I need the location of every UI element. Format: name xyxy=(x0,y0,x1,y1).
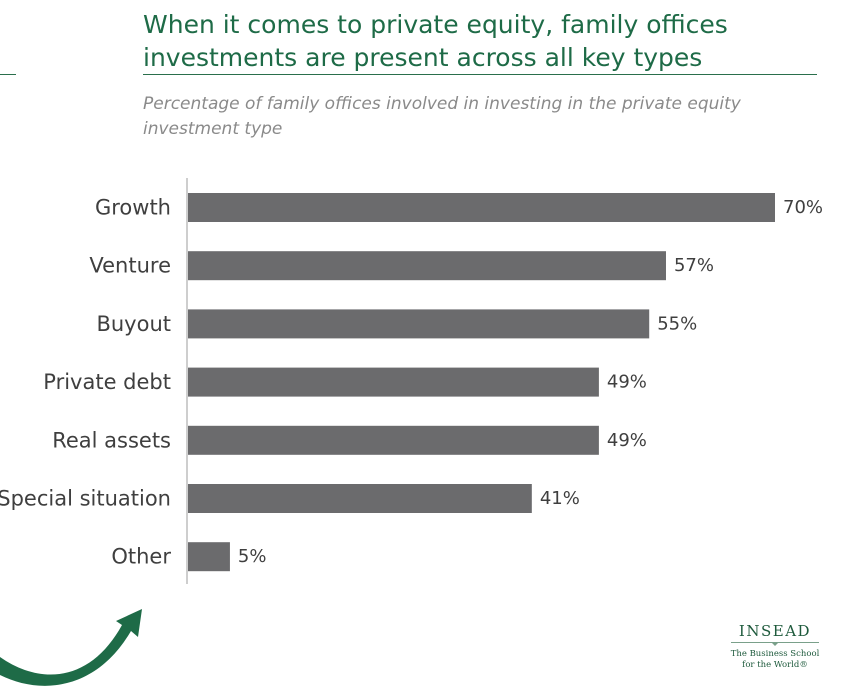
category-label: Other xyxy=(111,545,171,569)
logo-name: INSEAD xyxy=(738,622,812,640)
bar xyxy=(188,309,650,339)
value-label: 49% xyxy=(607,372,647,393)
category-label: Buyout xyxy=(96,312,171,336)
bar xyxy=(188,425,599,455)
value-label: 55% xyxy=(657,313,697,334)
logo-divider xyxy=(731,642,819,646)
bar xyxy=(188,367,599,397)
category-label: Real assets xyxy=(52,428,171,452)
chart-title: When it comes to private equity, family … xyxy=(143,10,728,72)
bar xyxy=(188,484,532,513)
chart-subtitle: Percentage of family offices involved in… xyxy=(143,94,741,139)
value-label: 41% xyxy=(540,488,580,509)
logo-tagline: The Business School for the World® xyxy=(730,649,820,670)
category-label: Venture xyxy=(89,254,171,278)
bar xyxy=(188,542,230,572)
curved-arrow-up-icon xyxy=(0,609,142,686)
value-label: 49% xyxy=(607,430,647,451)
category-label: Private debt xyxy=(43,370,171,394)
category-label: Growth xyxy=(95,196,171,220)
insead-logo: INSEAD The Business School for the World… xyxy=(720,622,830,671)
category-label: Special situation xyxy=(0,487,171,511)
value-label: 70% xyxy=(783,197,823,218)
value-label: 5% xyxy=(238,546,267,567)
value-label: 57% xyxy=(674,255,714,276)
title-rule-left xyxy=(0,74,16,75)
bar xyxy=(188,193,775,222)
title-rule xyxy=(143,74,817,75)
bar xyxy=(188,251,666,281)
